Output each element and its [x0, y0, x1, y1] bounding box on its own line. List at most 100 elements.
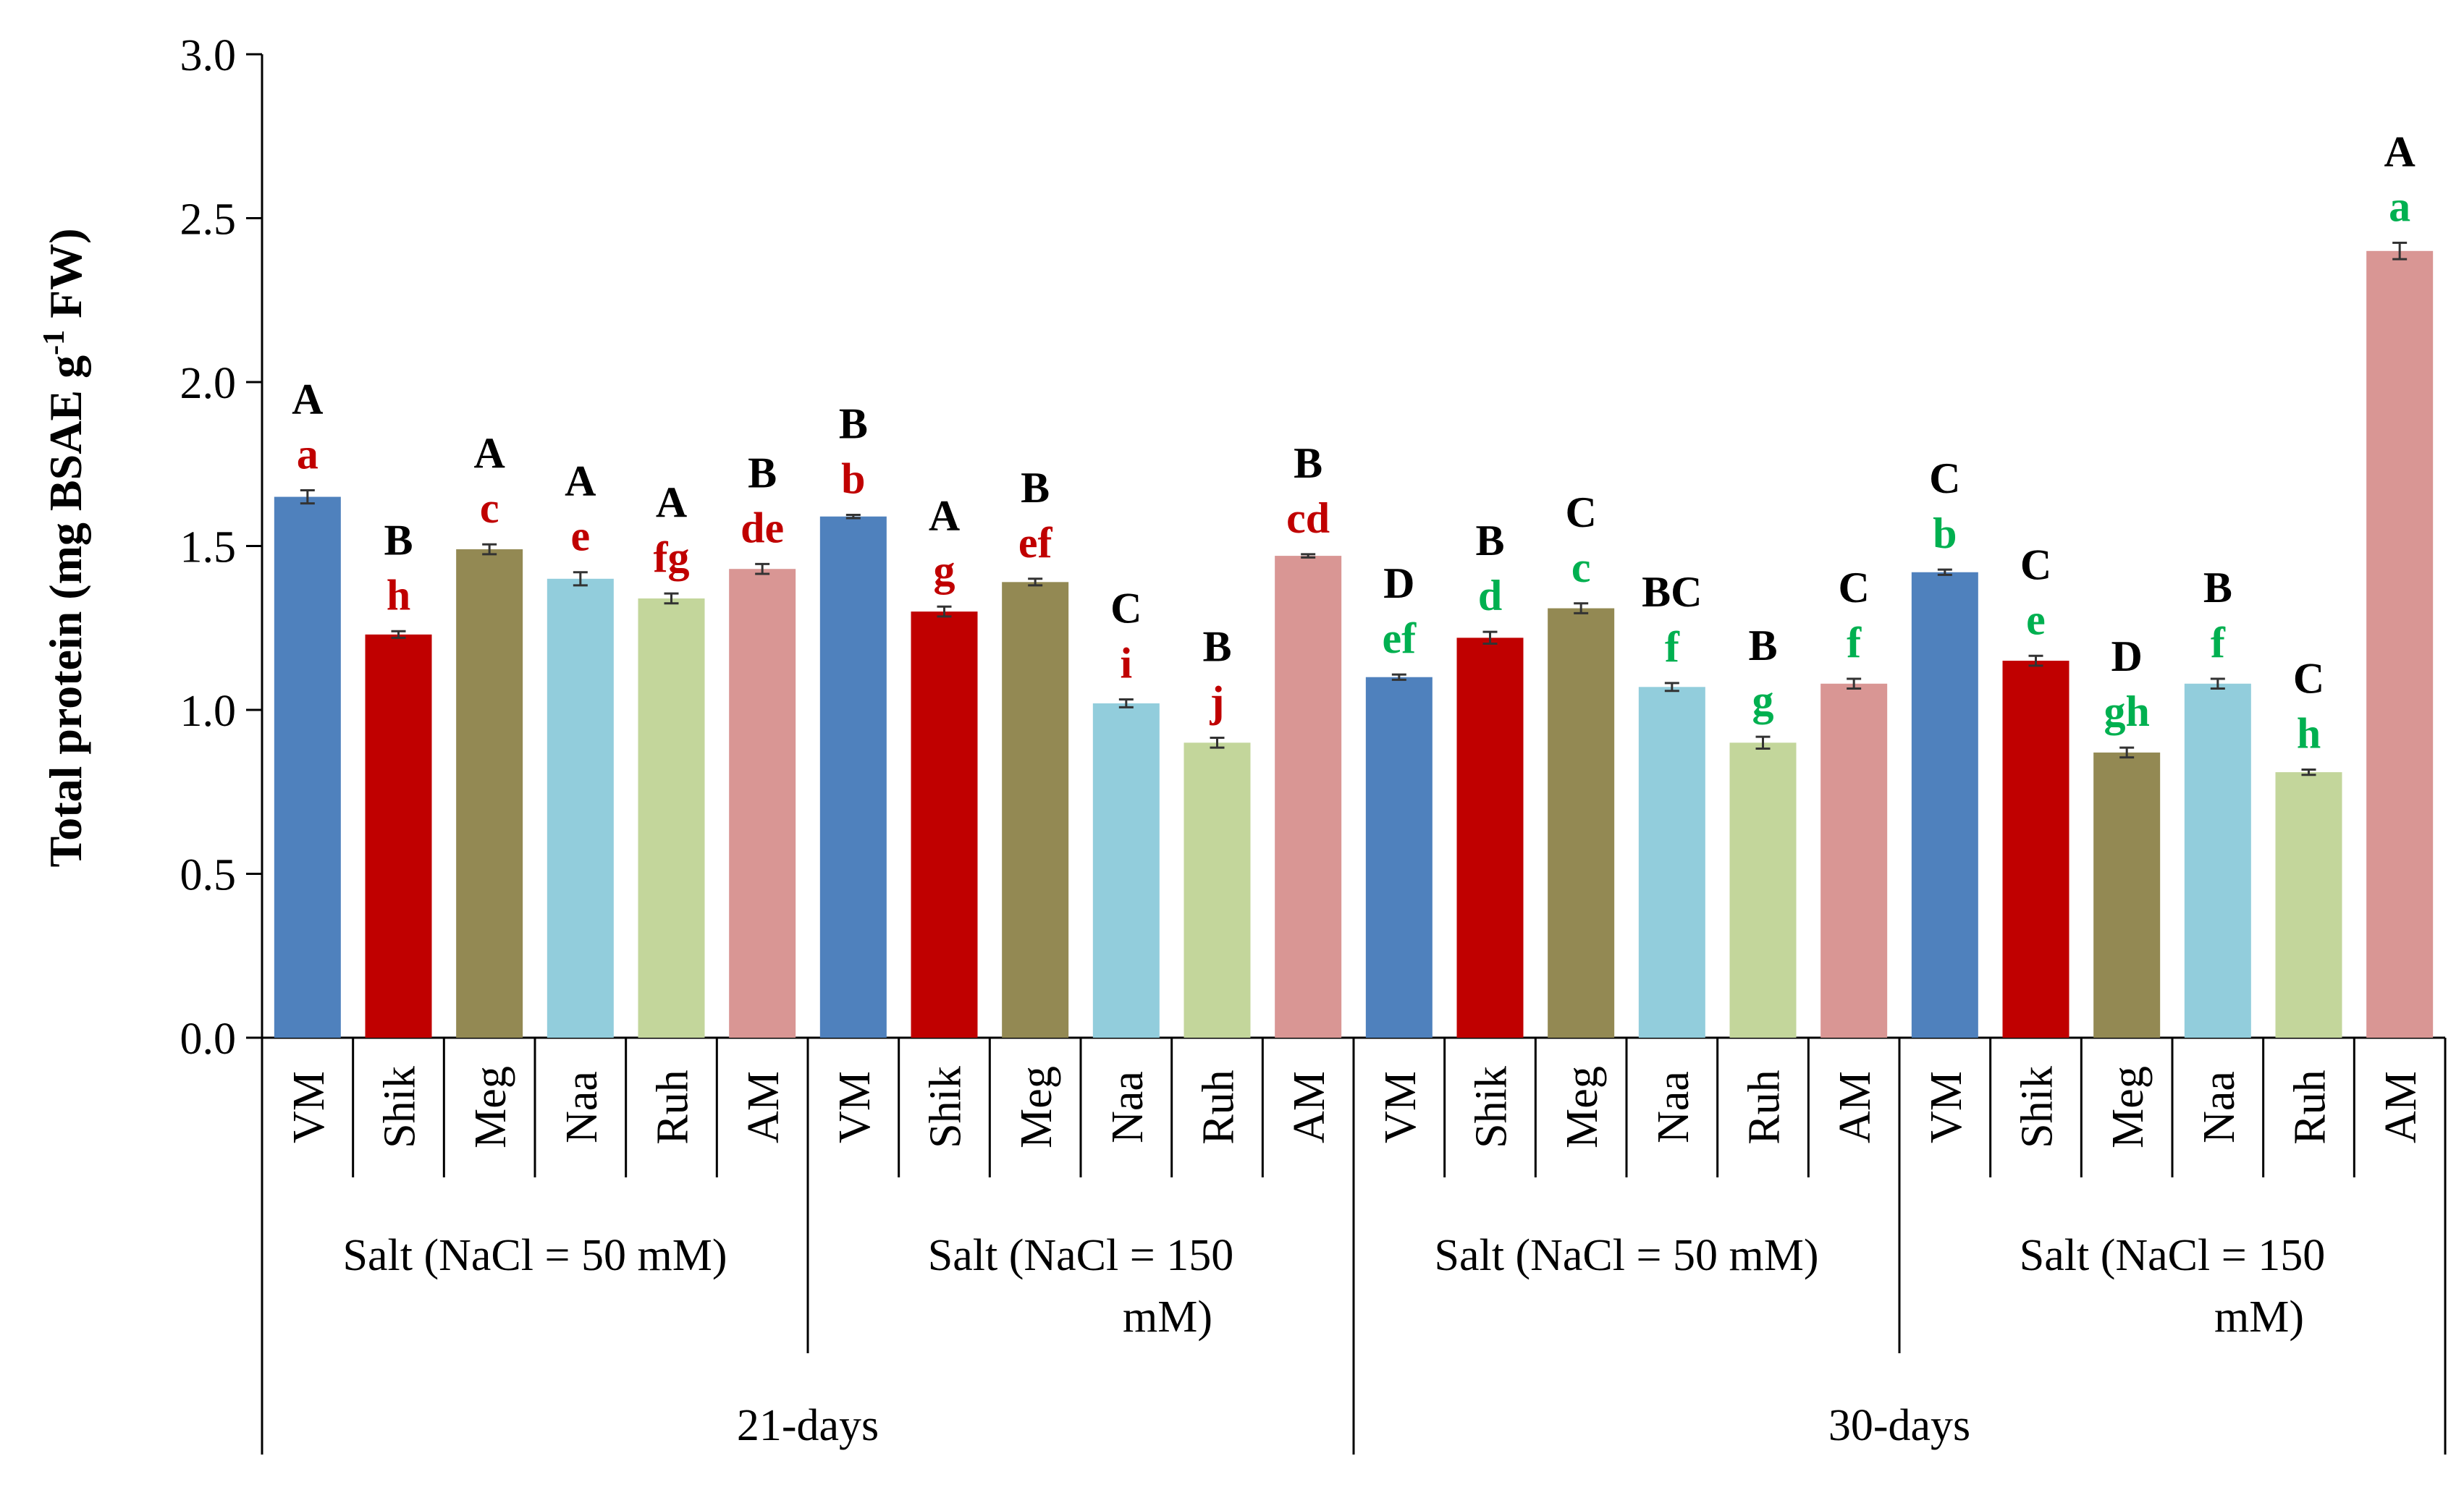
category-label: Meg: [2104, 1066, 2153, 1148]
significance-letter-lower: a: [2389, 182, 2410, 230]
significance-letter-upper: C: [1838, 564, 1869, 611]
significance-letter-lower: c: [1571, 543, 1591, 591]
significance-letter-lower: gh: [2104, 687, 2149, 735]
significance-letter-upper: B: [1021, 464, 1050, 512]
significance-letter-upper: B: [1748, 622, 1777, 669]
significance-letter-lower: c: [480, 484, 499, 532]
bar-am: [1820, 683, 1888, 1038]
group-label: Salt (NaCl = 150: [2020, 1231, 2325, 1280]
y-tick-label: 1.5: [180, 523, 237, 572]
group-label-continued: mM): [2214, 1292, 2304, 1342]
category-label: VM: [284, 1071, 334, 1143]
significance-letter-upper: BC: [1642, 568, 1702, 616]
bar-ruh: [638, 598, 705, 1038]
significance-letter-upper: B: [384, 516, 413, 564]
significance-letter-upper: A: [473, 429, 505, 477]
significance-letter-upper: B: [748, 449, 777, 496]
bar-naa: [1638, 687, 1705, 1038]
significance-letter-lower: e: [571, 512, 591, 560]
y-axis-title: Total protein (mg BSAE g-1 FW): [38, 228, 91, 867]
significance-letter-lower: h: [387, 571, 410, 619]
category-label: Naa: [2195, 1071, 2244, 1143]
significance-letter-upper: A: [2384, 127, 2415, 175]
significance-letter-upper: C: [1929, 454, 1960, 502]
bar-naa: [547, 578, 614, 1038]
category-label: Naa: [1103, 1071, 1152, 1143]
significance-letter-upper: B: [1202, 623, 1231, 671]
significance-letter-upper: C: [2020, 541, 2051, 588]
significance-letter-upper: A: [929, 491, 960, 539]
y-tick-label: 2.5: [180, 195, 237, 245]
bar-meg: [2093, 752, 2161, 1038]
significance-letter-lower: f: [1665, 623, 1680, 671]
group-label: Salt (NaCl = 150: [928, 1231, 1233, 1280]
significance-letter-upper: C: [2293, 654, 2324, 702]
bar-shik: [911, 611, 978, 1038]
group-label-continued: mM): [1123, 1292, 1212, 1342]
period-label: 30-days: [1828, 1401, 1970, 1450]
category-label: Ruh: [2286, 1070, 2335, 1144]
bar-vm: [819, 516, 887, 1038]
significance-letter-lower: d: [1478, 572, 1502, 619]
y-tick-label: 2.0: [180, 359, 237, 408]
bar-meg: [1002, 582, 1069, 1038]
category-label: VM: [830, 1071, 879, 1143]
category-label: AM: [739, 1071, 788, 1143]
significance-letter-lower: b: [841, 454, 865, 502]
category-label: Ruh: [1740, 1070, 1789, 1144]
significance-letter-lower: cd: [1286, 494, 1330, 542]
bar-vm: [274, 496, 341, 1038]
bar-shik: [365, 634, 432, 1038]
significance-letter-lower: j: [1210, 678, 1225, 726]
significance-letter-lower: h: [2297, 709, 2321, 757]
bar-naa: [2184, 683, 2251, 1038]
significance-letter-lower: a: [297, 430, 318, 478]
significance-letter-lower: i: [1120, 640, 1132, 687]
category-label: Shik: [376, 1066, 425, 1148]
category-label: Naa: [1649, 1071, 1698, 1143]
bar-shik: [1456, 638, 1524, 1038]
bar-ruh: [1184, 742, 1251, 1038]
significance-letter-upper: C: [1565, 488, 1596, 536]
y-axis-title-main: Total protein (mg BSAE g: [40, 355, 91, 868]
bar-meg: [1548, 608, 1615, 1038]
category-label: Meg: [466, 1066, 515, 1148]
category-label: AM: [1831, 1071, 1880, 1143]
category-label: AM: [2376, 1071, 2426, 1143]
significance-letter-lower: e: [2026, 596, 2046, 643]
significance-letter-upper: C: [1110, 585, 1142, 632]
significance-letter-lower: g: [934, 546, 955, 594]
significance-letter-lower: ef: [1383, 614, 1417, 662]
significance-letter-upper: B: [2203, 564, 2232, 611]
bar-vm: [1365, 677, 1433, 1038]
y-tick-label: 0.5: [180, 851, 237, 900]
significance-letter-lower: ef: [1018, 519, 1053, 567]
significance-letter-upper: A: [292, 375, 323, 423]
significance-letter-upper: D: [1383, 559, 1414, 607]
bar-naa: [1092, 703, 1160, 1038]
category-label: Meg: [1012, 1066, 1061, 1148]
significance-letter-lower: f: [1847, 619, 1862, 666]
category-label: AM: [1285, 1071, 1334, 1143]
bar-meg: [456, 549, 523, 1038]
significance-letter-upper: B: [839, 399, 868, 447]
significance-letter-lower: de: [741, 504, 784, 551]
category-label: Ruh: [1194, 1070, 1244, 1144]
group-label: Salt (NaCl = 50 mM): [1435, 1231, 1819, 1280]
category-label: Ruh: [649, 1070, 698, 1144]
category-label: VM: [1376, 1071, 1425, 1143]
bar-shik: [2002, 661, 2069, 1038]
bar-ruh: [1729, 742, 1797, 1038]
y-tick-label: 1.0: [180, 687, 237, 736]
bar-am: [729, 569, 796, 1038]
bar-am: [1275, 556, 1342, 1038]
category-label: Shik: [921, 1066, 971, 1148]
bar-vm: [1911, 572, 1978, 1038]
y-axis-title-superscript: -1: [38, 330, 71, 355]
significance-letter-upper: D: [2111, 632, 2142, 680]
significance-letter-lower: f: [2211, 619, 2226, 666]
period-label: 21-days: [737, 1401, 879, 1450]
bar-am: [2366, 250, 2434, 1038]
y-tick-label: 3.0: [180, 31, 237, 80]
